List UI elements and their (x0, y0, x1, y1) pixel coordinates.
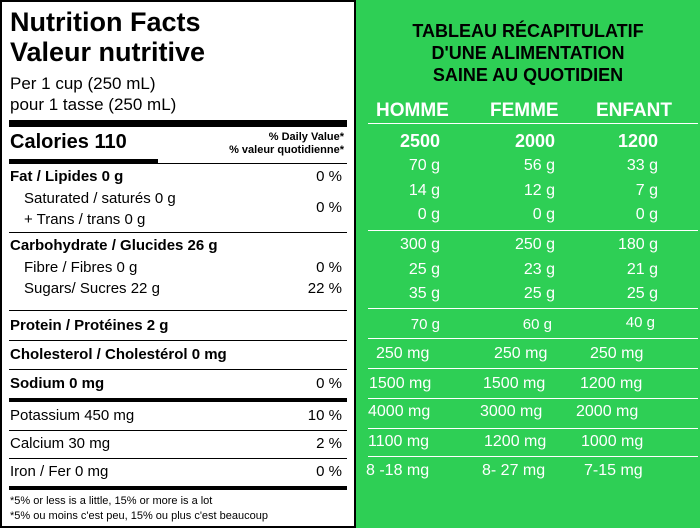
divider (9, 163, 347, 164)
serving-size-fr: pour 1 tasse (250 mL) (10, 95, 177, 114)
summary-value: 300 g (399, 236, 440, 253)
summary-value: 56 g (523, 157, 555, 174)
summary-value: 180 g (617, 236, 658, 253)
divider (368, 123, 698, 124)
cholesterol-row: Cholesterol / Cholestérol 0 mg (10, 346, 227, 363)
summary-value: 23 g (523, 261, 555, 278)
saturated-row: Saturated / saturés 0 g (24, 190, 176, 207)
iron-row: Iron / Fer 0 mg (10, 463, 109, 480)
summary-value: 14 g (408, 182, 440, 199)
label-title-fr: Valeur nutritive (10, 37, 206, 67)
summary-value: 3000 mg (480, 403, 543, 420)
sugars-pct: 22 % (307, 280, 342, 297)
serving-size-en: Per 1 cup (250 mL) (10, 74, 156, 93)
summary-value: 1200 mg (484, 433, 547, 450)
summary-value: 8- 27 mg (482, 462, 546, 479)
summary-value: 21 g (626, 261, 658, 278)
summary-value: 1200 (617, 131, 658, 151)
summary-value: 12 g (523, 182, 555, 199)
summary-value: 7 g (635, 182, 658, 199)
summary-title-line3: SAINE AU QUOTIDIEN (432, 65, 624, 85)
divider (9, 458, 347, 459)
divider (368, 368, 698, 369)
divider (9, 430, 347, 431)
summary-value: 60 g (522, 316, 552, 333)
summary-value: 4000 mg (368, 403, 431, 420)
summary-value: 2000 (514, 131, 555, 151)
footnote-fr: *5% ou moins c'est peu, 15% ou plus c'es… (10, 510, 268, 522)
summary-value: 70 g (408, 157, 440, 174)
summary-value: 35 g (408, 285, 440, 302)
nutrition-facts-label: Nutrition Facts Valeur nutritive Per 1 c… (0, 0, 356, 528)
fat-row: Fat / Lipides 0 g (10, 168, 124, 185)
summary-value: 250 mg (376, 345, 430, 362)
summary-title-line2: D'UNE ALIMENTATION (431, 43, 625, 63)
fibre-pct: 0 % (316, 259, 342, 276)
protein-row: Protein / Protéines 2 g (10, 317, 169, 334)
divider (9, 340, 347, 341)
divider (368, 398, 698, 399)
summary-value: 25 g (408, 261, 440, 278)
divider (368, 230, 698, 231)
iron-pct: 0 % (316, 463, 342, 480)
summary-value: 1000 mg (581, 433, 644, 450)
divider (368, 308, 698, 309)
column-header-enfant: ENFANT (596, 100, 672, 121)
summary-value: 2000 mg (576, 403, 639, 420)
summary-value: 1100 mg (368, 433, 430, 450)
divider (9, 310, 347, 311)
thick-divider (9, 120, 347, 127)
potassium-row: Potassium 450 mg (10, 407, 135, 424)
calcium-pct: 2 % (316, 435, 342, 452)
divider (9, 232, 347, 233)
daily-value-fr: % valeur quotidienne* (229, 144, 344, 156)
summary-value: 250 g (514, 236, 555, 253)
column-header-femme: FEMME (490, 100, 559, 121)
summary-value: 1200 mg (580, 375, 643, 392)
thick-divider (9, 398, 347, 402)
summary-value: 40 g (625, 314, 655, 331)
summary-value: 8 -18 mg (366, 462, 430, 479)
sodium-pct: 0 % (316, 375, 342, 392)
fat-pct: 0 % (316, 168, 342, 185)
divider (368, 338, 698, 339)
potassium-pct: 10 % (307, 407, 342, 424)
saturated-trans-pct: 0 % (316, 199, 342, 216)
sugars-row: Sugars/ Sucres 22 g (24, 280, 160, 297)
calcium-row: Calcium 30 mg (10, 435, 111, 452)
summary-value: 1500 mg (483, 375, 546, 392)
divider (368, 428, 698, 429)
summary-value: 25 g (626, 285, 658, 302)
summary-value: 250 mg (494, 345, 548, 362)
trans-row: + Trans / trans 0 g (24, 211, 146, 228)
label-title-en: Nutrition Facts (10, 7, 201, 37)
summary-value: 0 g (417, 206, 440, 223)
summary-value: 7-15 mg (584, 462, 643, 479)
summary-title-line1: TABLEAU RÉCAPITULATIF (412, 21, 644, 41)
summary-value: 2500 (399, 131, 440, 151)
summary-value: 25 g (523, 285, 555, 302)
column-header-homme: HOMME (376, 100, 449, 121)
daily-value-en: % Daily Value* (268, 131, 344, 143)
summary-value: 70 g (410, 316, 440, 333)
summary-value: 0 g (532, 206, 555, 223)
sodium-row: Sodium 0 mg (10, 375, 105, 392)
daily-intake-summary-panel: TABLEAU RÉCAPITULATIF D'UNE ALIMENTATION… (356, 0, 700, 528)
summary-value: 0 g (635, 206, 658, 223)
fibre-row: Fibre / Fibres 0 g (24, 259, 138, 276)
calories-underline (9, 159, 158, 163)
daily-value-heading: % Daily Value* % valeur quotidienne* (229, 131, 344, 157)
footnote-en: *5% or less is a little, 15% or more is … (10, 495, 213, 507)
summary-value: 1500 mg (369, 375, 432, 392)
calories: Calories 110 (10, 131, 127, 153)
summary-value: 250 mg (590, 345, 644, 362)
divider (9, 369, 347, 370)
carbohydrate-row: Carbohydrate / Glucides 26 g (10, 237, 218, 254)
summary-value: 33 g (626, 157, 658, 174)
thick-divider (9, 486, 347, 490)
divider (368, 456, 698, 457)
